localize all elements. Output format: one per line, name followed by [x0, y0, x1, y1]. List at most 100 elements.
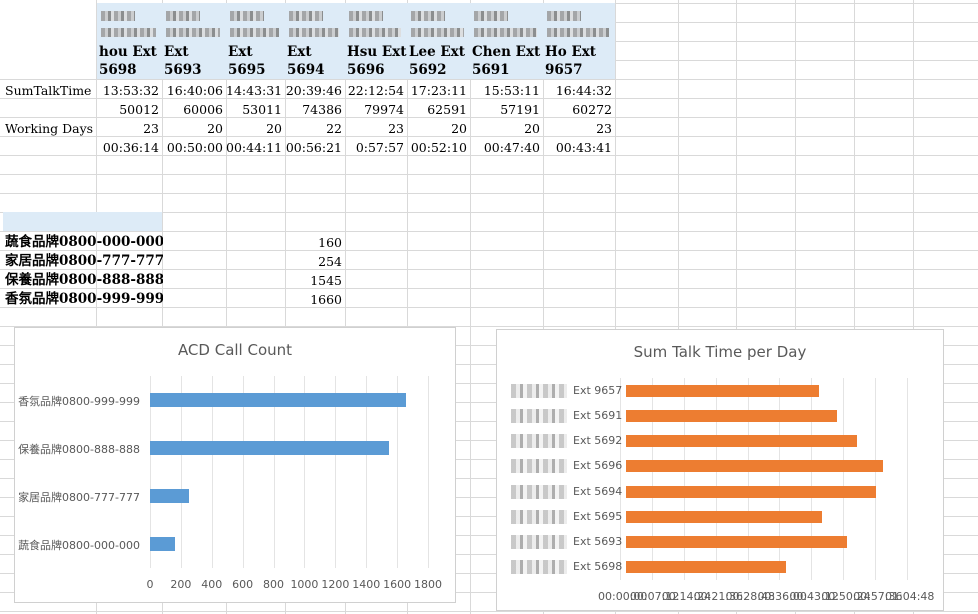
redacted-name-icon [511, 560, 567, 575]
data-cell[interactable]: 14:43:31 [226, 83, 282, 98]
redacted-name-icon [349, 11, 383, 21]
row-border [0, 592, 978, 593]
y-category-label: Ext 5694 [573, 484, 623, 498]
gridline [180, 376, 182, 568]
data-cell[interactable]: 50012 [119, 102, 159, 117]
data-cell[interactable]: 22 [326, 121, 342, 136]
extension-header-4[interactable]: Hsu Ext 5696 [347, 44, 407, 78]
data-cell[interactable]: 0:57:57 [355, 140, 404, 155]
data-cell[interactable]: 17:23:11 [410, 83, 467, 98]
gridline [683, 378, 685, 580]
y-category-label: Ext 5691 [573, 408, 623, 422]
brand-name-cell[interactable]: 香氛品牌0800-999-999 [5, 291, 163, 307]
data-cell[interactable]: 16:40:06 [166, 83, 223, 98]
data-cell[interactable]: 00:52:10 [410, 140, 467, 155]
talk-bar[interactable] [626, 435, 858, 448]
extension-header-2[interactable]: Ext 5695 [228, 44, 266, 78]
brand-name-cell[interactable]: 家居品牌0800-777-777 [5, 253, 163, 269]
x-tick-label: 0 [146, 578, 154, 591]
data-cell[interactable]: 16:44:32 [555, 83, 612, 98]
talk-bar[interactable] [626, 536, 848, 549]
talk-bar[interactable] [626, 561, 787, 574]
extension-header-1[interactable]: Ext 5693 [164, 44, 202, 78]
row-border [0, 155, 978, 156]
extension-header-3[interactable]: Ext 5694 [287, 44, 325, 78]
data-cell[interactable]: 79974 [364, 102, 404, 117]
data-cell[interactable]: 20 [451, 121, 467, 136]
row-border [0, 79, 978, 80]
y-category-label: Ext 5692 [573, 434, 623, 448]
data-cell[interactable]: 60272 [572, 102, 612, 117]
data-cell[interactable]: 00:36:14 [102, 140, 159, 155]
data-cell[interactable]: 00:44:11 [226, 140, 282, 155]
data-cell[interactable]: 00:47:40 [483, 140, 540, 155]
extension-header-7[interactable]: Ho Ext 9657 [545, 44, 597, 78]
data-cell[interactable]: 20 [207, 121, 223, 136]
redacted-name-icon [411, 11, 445, 21]
acd-call-count-chart[interactable]: ACD Call Count 0 200 400 600 800 1000 1200 1400… [14, 327, 456, 603]
talk-bar[interactable] [626, 409, 838, 422]
row-border [615, 22, 978, 23]
data-cell[interactable]: 13:53:32 [102, 83, 159, 98]
x-tick-label: 01:04:48 [885, 590, 935, 603]
extension-header-0[interactable]: hou Ext 5698 [99, 44, 157, 78]
brand-name-cell[interactable]: 保養品牌0800-888-888 [5, 272, 163, 288]
gridline [304, 376, 306, 568]
acd-bar[interactable] [150, 393, 407, 407]
extension-header-5[interactable]: Lee Ext 5692 [409, 44, 465, 78]
row-border [0, 269, 978, 270]
data-cell[interactable]: 20 [266, 121, 282, 136]
data-cell[interactable]: 00:43:41 [555, 140, 612, 155]
redacted-name-icon [166, 11, 200, 21]
acd-bar[interactable] [150, 489, 190, 503]
acd-bar[interactable] [150, 537, 175, 551]
chart-title: ACD Call Count [177, 341, 293, 359]
x-tick-label: 1200 [321, 578, 350, 591]
talk-bar[interactable] [626, 510, 822, 523]
gridline [843, 378, 845, 580]
row-border [0, 516, 978, 517]
brand-name-cell[interactable]: 蔬食品牌0800-000-000 [5, 234, 163, 250]
sumtalktime-label[interactable]: SumTalkTime [5, 83, 92, 98]
data-cell[interactable]: 74386 [302, 102, 342, 117]
data-cell[interactable]: 60006 [183, 102, 223, 117]
y-category-label: Ext 5695 [573, 509, 623, 523]
acd-bar[interactable] [150, 441, 389, 455]
data-cell[interactable]: 22:12:54 [347, 83, 404, 98]
gridline [366, 376, 368, 568]
data-cell[interactable]: 23 [596, 121, 612, 136]
row-border [0, 250, 978, 251]
x-tick-label: 200 [170, 578, 192, 591]
talk-bar[interactable] [626, 460, 883, 473]
working-days-label[interactable]: Working Days [5, 121, 94, 136]
x-tick-label: 1800 [414, 578, 442, 591]
extension-header-6[interactable]: Chen Ext 5691 [472, 44, 541, 78]
brand-count-cell[interactable]: 1545 [310, 273, 342, 288]
data-cell[interactable]: 23 [388, 121, 404, 136]
brand-count-cell[interactable]: 1660 [310, 292, 342, 307]
data-cell[interactable]: 00:50:00 [166, 140, 223, 155]
data-cell[interactable]: 62591 [427, 102, 467, 117]
y-category-label: Ext 5696 [573, 459, 623, 473]
data-cell[interactable]: 20:39:46 [285, 83, 342, 98]
gridline [397, 376, 399, 568]
redacted-name-icon [511, 509, 567, 524]
data-cell[interactable]: 15:53:11 [483, 83, 540, 98]
row-border [0, 326, 978, 327]
brand-count-cell[interactable]: 160 [318, 235, 342, 250]
talk-bar[interactable] [626, 485, 876, 498]
data-cell[interactable]: 20 [524, 121, 540, 136]
row-border [0, 231, 978, 232]
data-cell[interactable]: 57191 [500, 102, 540, 117]
talk-bar[interactable] [626, 384, 820, 397]
sum-talk-time-chart[interactable]: Sum Talk Time per Day 00:00:00 00:07:12 00… [496, 329, 944, 611]
row-border [0, 440, 978, 441]
brand-count-cell[interactable]: 254 [318, 254, 342, 269]
data-cell[interactable]: 53011 [242, 102, 282, 117]
data-cell[interactable]: 23 [143, 121, 159, 136]
row-border [0, 421, 978, 422]
row-border [0, 535, 978, 536]
data-cell[interactable]: 00:56:21 [285, 140, 342, 155]
redacted-name-icon [474, 11, 508, 21]
